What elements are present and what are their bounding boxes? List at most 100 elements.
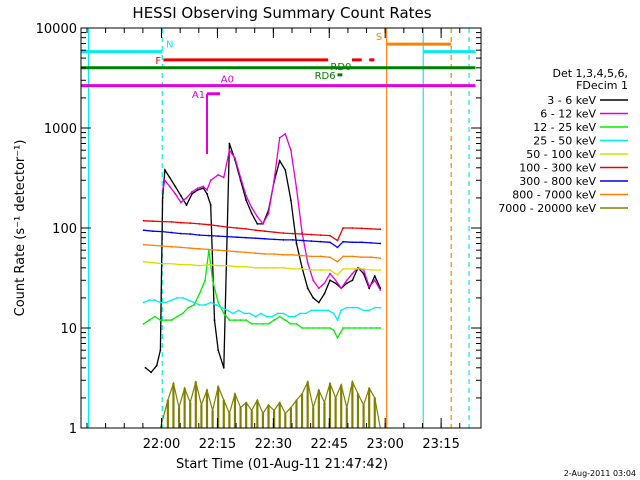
data-point-5-12 xyxy=(254,229,257,232)
data-point-1-4 xyxy=(180,201,182,204)
data-point-7-17 xyxy=(301,254,303,257)
x-tick-label: 22:00 xyxy=(143,437,180,452)
data-point-7-23 xyxy=(351,255,354,258)
data-point-1-0 xyxy=(161,189,164,191)
data-point-7-3 xyxy=(170,245,173,248)
data-point-3-39 xyxy=(357,306,359,309)
flag-label-n: N xyxy=(166,40,173,51)
data-point-6-5 xyxy=(189,233,192,235)
data-point-4-17 xyxy=(301,267,303,270)
data-point-0-36 xyxy=(329,279,331,282)
legend-label-6: 300 - 800 keV xyxy=(519,175,596,188)
data-point-5-18 xyxy=(310,233,313,236)
data-point-7-20 xyxy=(329,256,331,259)
data-point-4-20 xyxy=(329,269,331,271)
data-point-5-6 xyxy=(198,222,201,225)
data-point-2-32 xyxy=(317,327,320,329)
data-point-2-16 xyxy=(228,319,231,321)
data-point-0-39 xyxy=(345,282,348,285)
data-point-3-31 xyxy=(316,309,318,312)
x-tick-label: 22:15 xyxy=(199,437,236,452)
data-point-0-30 xyxy=(295,242,298,245)
data-point-6-21 xyxy=(336,246,339,249)
data-point-2-2 xyxy=(153,315,156,318)
data-point-1-10 xyxy=(209,179,212,182)
legend-label-3: 25 - 50 keV xyxy=(533,135,596,148)
data-point-3-19 xyxy=(248,312,251,315)
data-point-5-11 xyxy=(245,227,248,230)
data-point-2-4 xyxy=(165,319,167,321)
data-point-3-7 xyxy=(181,296,184,299)
data-point-0-22 xyxy=(250,212,253,215)
data-point-5-14 xyxy=(273,231,276,233)
flag-label-s: S xyxy=(376,32,382,43)
data-point-3-6 xyxy=(176,296,179,299)
series-1 xyxy=(161,132,382,291)
data-point-6-6 xyxy=(198,234,201,236)
data-point-7-9 xyxy=(226,250,229,252)
data-point-1-39 xyxy=(373,279,376,282)
data-point-7-11 xyxy=(245,251,248,254)
series-4 xyxy=(142,260,382,276)
legend-label-7: 800 - 7000 keV xyxy=(512,189,596,202)
data-point-0-8 xyxy=(180,194,182,197)
data-point-5-19 xyxy=(319,234,322,236)
data-point-3-2 xyxy=(153,299,156,302)
data-point-2-8 xyxy=(187,306,190,309)
data-point-4-3 xyxy=(170,262,173,265)
data-point-2-17 xyxy=(234,319,236,321)
y-tick-label: 1000 xyxy=(44,122,77,137)
y-tick-label: 10000 xyxy=(36,22,77,37)
data-point-0-4 xyxy=(161,196,164,199)
data-point-3-40 xyxy=(362,309,365,312)
data-point-3-37 xyxy=(345,306,348,309)
data-point-0-17 xyxy=(222,366,225,369)
data-point-6-9 xyxy=(226,235,229,238)
data-point-0-35 xyxy=(323,292,326,295)
data-point-2-26 xyxy=(284,319,287,321)
data-point-2-6 xyxy=(176,315,179,318)
data-point-3-42 xyxy=(373,306,376,309)
data-point-2-9 xyxy=(193,304,195,306)
y-tick-label: 100 xyxy=(52,222,77,237)
y-tick-label: 1 xyxy=(69,422,77,437)
data-point-3-34 xyxy=(332,312,335,315)
data-point-3-33 xyxy=(327,309,330,312)
series-6 xyxy=(142,229,382,249)
data-point-4-16 xyxy=(291,267,294,270)
data-point-0-21 xyxy=(245,199,248,202)
data-point-3-0 xyxy=(142,301,145,304)
data-point-3-26 xyxy=(288,315,290,318)
data-point-3-4 xyxy=(165,301,167,304)
data-point-5-25 xyxy=(370,227,372,230)
data-point-0-11 xyxy=(196,189,199,191)
data-point-6-11 xyxy=(245,236,248,239)
data-point-1-28 xyxy=(312,279,315,282)
data-point-0-40 xyxy=(351,279,354,282)
data-point-2-14 xyxy=(217,301,220,304)
data-point-6-17 xyxy=(301,239,303,242)
data-point-5-22 xyxy=(342,227,344,229)
x-tick-label: 23:00 xyxy=(366,437,403,452)
data-point-6-8 xyxy=(217,235,220,237)
flag-label-a0: A0 xyxy=(221,75,234,86)
data-point-3-41 xyxy=(368,309,371,312)
data-point-3-12 xyxy=(209,301,212,304)
data-point-4-4 xyxy=(180,263,182,266)
x-tick-label: 23:15 xyxy=(422,437,459,452)
data-point-5-5 xyxy=(189,222,192,224)
data-point-7-7 xyxy=(207,248,210,251)
data-point-3-35 xyxy=(336,319,339,321)
data-point-2-20 xyxy=(250,322,253,325)
data-point-5-8 xyxy=(217,224,220,227)
data-point-4-18 xyxy=(310,269,313,271)
legend-label-8: 7000 - 20000 keV xyxy=(498,202,596,215)
data-point-2-15 xyxy=(222,312,225,315)
data-point-4-1 xyxy=(152,261,154,264)
data-point-7-0 xyxy=(142,243,145,246)
data-point-0-27 xyxy=(278,159,281,162)
data-point-2-40 xyxy=(358,327,361,329)
data-point-5-9 xyxy=(226,226,229,229)
data-point-2-24 xyxy=(273,319,276,321)
